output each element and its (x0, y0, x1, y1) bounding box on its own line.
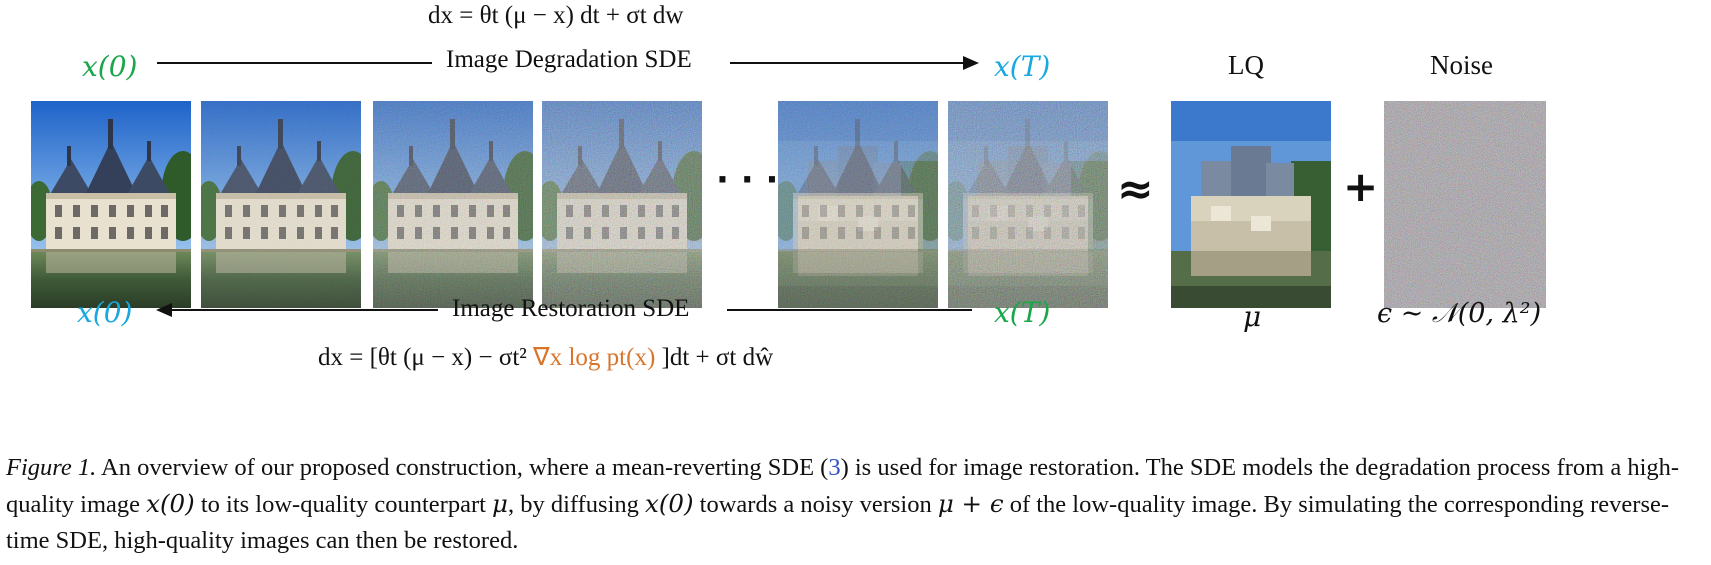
figure-label: Figure 1. (6, 454, 97, 481)
citation-link[interactable]: 3 (828, 454, 841, 481)
image-lq (1171, 101, 1331, 308)
image-clean-castle (31, 101, 191, 308)
forward-end-label: x(T) (994, 50, 1051, 83)
score-term: ∇x log pt(x) (533, 344, 656, 371)
lq-title: LQ (1228, 50, 1264, 80)
forward-arrow-right-segment (730, 62, 965, 64)
forward-start-label: x(0) (82, 50, 138, 83)
reverse-start-label: x(T) (994, 296, 1051, 329)
forward-process-label: Image Degradation SDE (446, 46, 692, 73)
top-equation: dx = θt (μ − x) dt + σt dw (428, 2, 684, 29)
reverse-end-label: x(0) (77, 296, 133, 329)
forward-arrow-left-segment (157, 62, 432, 64)
image-noise-step-T (948, 101, 1108, 308)
noise-symbol: ϵ ∼ 𝒩(0, λ²) (1377, 298, 1542, 329)
reverse-arrow-head (156, 303, 172, 317)
reverse-equation: dx = [θt (μ − x) − σt² ∇x log pt(x) ]dt … (318, 344, 774, 371)
forward-arrow-head (963, 56, 979, 70)
figure-caption: Figure 1. An overview of our proposed co… (6, 454, 1680, 554)
image-noise-step-1 (201, 101, 361, 308)
image-noise-step-2 (373, 101, 533, 308)
reverse-arrow-left-segment (170, 309, 438, 311)
noise-title: Noise (1430, 50, 1493, 80)
approx-symbol: ≈ (1117, 164, 1154, 215)
plus-symbol: + (1343, 162, 1379, 211)
image-noise-step-4 (778, 101, 938, 308)
ellipsis: · · · (716, 160, 779, 200)
lq-symbol: μ (1243, 300, 1262, 333)
image-noise (1384, 101, 1546, 308)
image-noise-step-3 (542, 101, 702, 308)
reverse-process-label: Image Restoration SDE (452, 295, 690, 322)
reverse-arrow-right-segment (727, 309, 972, 311)
